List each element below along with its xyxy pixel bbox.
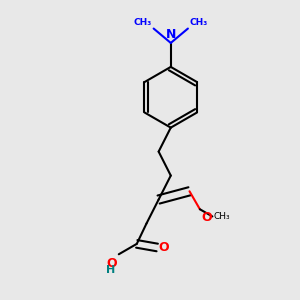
Text: N: N bbox=[166, 28, 176, 41]
Text: H: H bbox=[106, 266, 116, 275]
Text: O: O bbox=[202, 211, 212, 224]
Text: O: O bbox=[159, 241, 170, 254]
Text: CH₃: CH₃ bbox=[214, 212, 231, 221]
Text: CH₃: CH₃ bbox=[134, 18, 152, 27]
Text: O: O bbox=[106, 257, 117, 271]
Text: CH₃: CH₃ bbox=[190, 18, 208, 27]
